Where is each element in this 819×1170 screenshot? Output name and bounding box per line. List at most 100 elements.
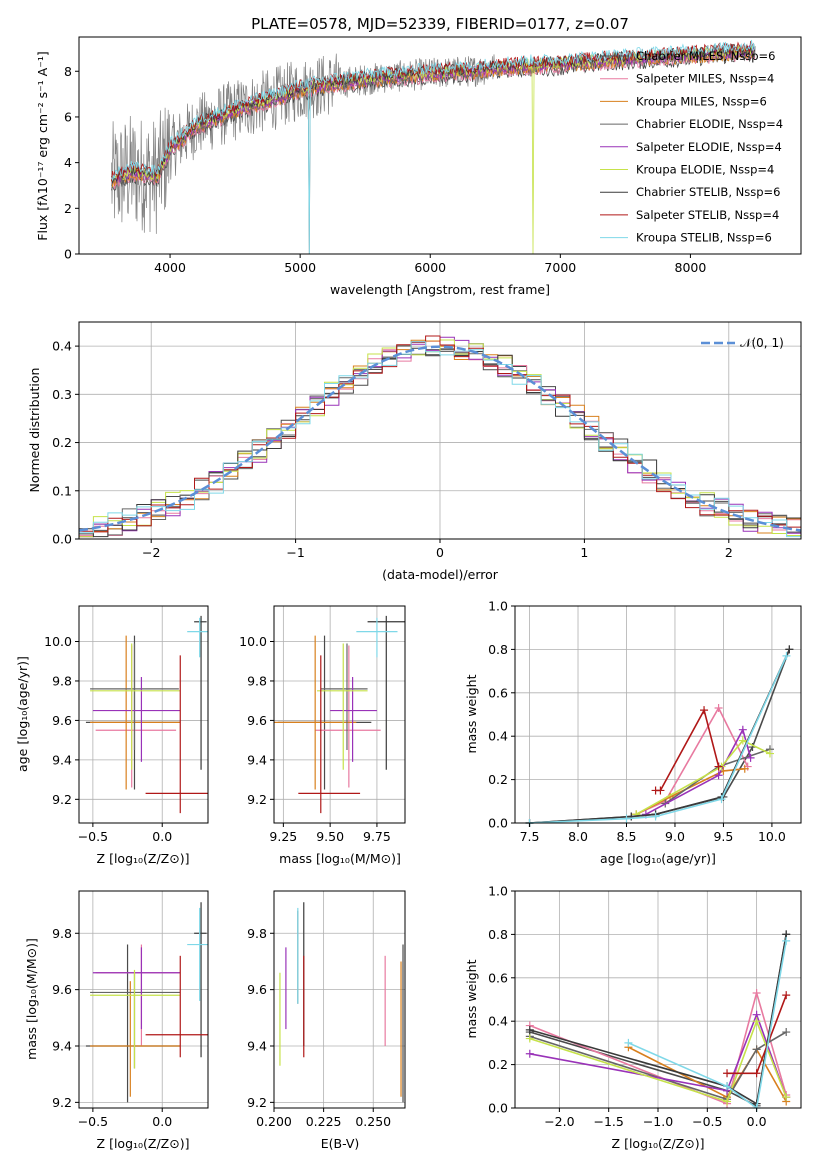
age-vs-mass-frame (273, 605, 406, 824)
y-tick-label: 9.8 (52, 926, 72, 941)
spectrum-x-label: wavelength [Angstrom, rest frame] (330, 282, 550, 297)
data-point (785, 645, 794, 654)
y-tick-label: 9.8 (52, 673, 72, 688)
data-point (717, 795, 726, 804)
y-tick-label: 9.2 (247, 1095, 267, 1110)
y-tick-label: 0.0 (488, 1101, 508, 1116)
x-tick-label: 5000 (284, 260, 316, 275)
histogram-x-label: (data-model)/error (382, 567, 499, 582)
x-tick-label: 1 (580, 545, 588, 560)
data-point (752, 1069, 761, 1078)
y-tick-label: 9.8 (247, 673, 267, 688)
mw-vs-age-x-label: age [log₁₀(age/yr)] (600, 851, 716, 866)
data-point (714, 762, 723, 771)
legend-label: Chabrier ELODIE, Nssp=4 (636, 117, 783, 131)
y-tick-label: 9.6 (247, 982, 267, 997)
x-tick-label: 7000 (544, 260, 576, 275)
y-tick-label: 0.8 (488, 642, 508, 657)
spectrum-frame (78, 36, 802, 255)
histogram-y-label: Normed distribution (27, 368, 42, 493)
mw-vs-z-x-label: Z [log₁₀(Z/Z⊙)] (612, 1136, 705, 1151)
y-tick-label: 9.2 (52, 1095, 72, 1110)
data-point (765, 749, 774, 758)
y-tick-label: 9.8 (247, 926, 267, 941)
y-tick-label: 4 (64, 155, 72, 170)
data-point (752, 1045, 761, 1054)
x-tick-label: 10.0 (758, 829, 786, 844)
histogram-step (79, 339, 801, 538)
data-point (622, 814, 631, 823)
x-tick-label: −1 (286, 545, 304, 560)
legend-label: Chabrier MILES, Nssp=6 (636, 49, 775, 63)
x-tick-label: 0.0 (747, 1114, 767, 1129)
y-tick-label: 0.0 (488, 816, 508, 831)
data-point (782, 936, 791, 945)
data-point (714, 703, 723, 712)
x-tick-label: 8000 (675, 260, 707, 275)
data-point (752, 988, 761, 997)
data-point (627, 812, 636, 821)
x-tick-label: 7.5 (520, 829, 540, 844)
x-tick-label: 0.250 (355, 1114, 391, 1129)
y-tick-label: 0.4 (52, 339, 72, 354)
x-tick-label: 9.0 (665, 829, 685, 844)
series-line (529, 1031, 787, 1101)
legend-label: 𝒩(0, 1) (740, 336, 784, 350)
spectrum-model-line (111, 40, 756, 182)
y-tick-label: 0.3 (52, 387, 72, 402)
data-point (746, 753, 755, 762)
y-tick-label: 9.2 (52, 792, 72, 807)
legend-label: Salpeter STELIB, Nssp=4 (636, 208, 779, 222)
data-point (525, 1049, 534, 1058)
y-tick-label: 2 (64, 201, 72, 216)
mass-vs-z-x-label: Z [log₁₀(Z/Z⊙)] (97, 1136, 190, 1151)
x-tick-label: −1.5 (594, 1114, 624, 1129)
data-point (700, 706, 709, 715)
data-point (632, 810, 641, 819)
mass-vs-z-y-label: mass [log₁₀(M/M⊙)] (24, 938, 39, 1060)
x-tick-label: 4000 (154, 260, 186, 275)
y-tick-label: 8 (64, 64, 72, 79)
figure-title: PLATE=0578, MJD=52339, FIBERID=0177, z=0… (251, 15, 629, 33)
age-vs-z-y-label: age [log₁₀(age/yr)] (15, 656, 30, 772)
data-point (782, 991, 791, 1000)
data-point (752, 1017, 761, 1026)
x-tick-label: −0.5 (78, 829, 108, 844)
y-tick-label: 0.2 (488, 772, 508, 787)
x-tick-label: −2 (142, 545, 160, 560)
series-line (529, 655, 788, 824)
y-tick-label: 9.4 (52, 752, 72, 767)
legend-label: Kroupa ELODIE, Nssp=4 (636, 163, 774, 177)
histogram-step (79, 341, 801, 538)
chart-layer: 4000 5000 6000 7000 8000 0 2 4 6 8 wavelength [Ang… (15, 36, 802, 1151)
data-point (714, 771, 723, 780)
spectrum-model-line (111, 44, 756, 184)
x-tick-label: 0.225 (306, 1114, 342, 1129)
y-tick-label: 0.0 (52, 532, 72, 547)
x-tick-label: 9.75 (363, 829, 391, 844)
spectrum-y-label: Flux [fλ10⁻¹⁷ erg cm⁻² s⁻¹ A⁻¹] (35, 51, 50, 240)
age-vs-z-x-label: Z [log₁₀(Z/Z⊙)] (97, 851, 190, 866)
y-tick-label: 1.0 (488, 599, 508, 614)
y-tick-label: 6 (64, 109, 72, 124)
series-line (628, 940, 787, 1110)
series-line (529, 1018, 787, 1103)
y-tick-label: 0.2 (52, 435, 72, 450)
mass-vs-ebv-frame (273, 890, 406, 1109)
legend-label: Salpeter MILES, Nssp=4 (636, 72, 774, 86)
x-tick-label: −0.5 (78, 1114, 108, 1129)
y-tick-label: 0.6 (488, 685, 508, 700)
y-tick-label: 0.8 (488, 927, 508, 942)
data-point (723, 1082, 732, 1091)
age-vs-mass-x-label: mass [log₁₀(M/M⊙)] (279, 851, 401, 866)
mw-vs-age-y-label: mass weight (464, 674, 479, 753)
x-tick-label: 9.25 (269, 829, 297, 844)
x-tick-label: −2.0 (544, 1114, 574, 1129)
y-tick-label: 9.4 (52, 1039, 72, 1054)
mass-vs-ebv-x-label: E(B-V) (321, 1136, 360, 1151)
y-tick-label: 9.6 (52, 713, 72, 728)
age-vs-z-frame (78, 605, 209, 824)
data-point (723, 1069, 732, 1078)
series-line (529, 1012, 787, 1098)
x-tick-label: −0.5 (692, 1114, 722, 1129)
